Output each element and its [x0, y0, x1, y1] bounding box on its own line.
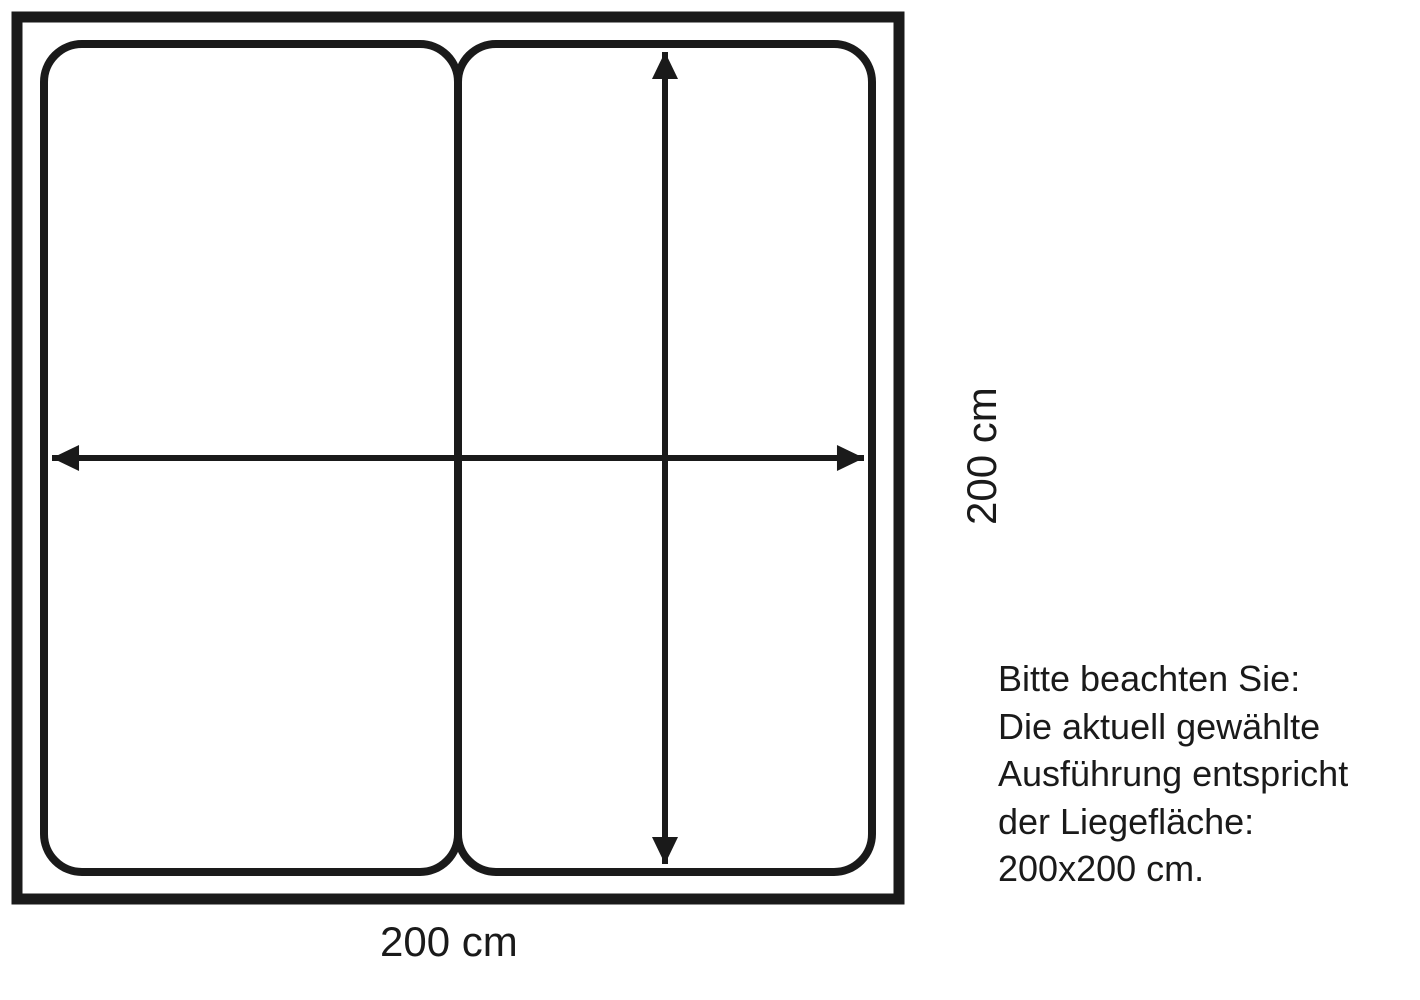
note-line: Die aktuell gewählte — [998, 703, 1348, 751]
note-line: Ausführung entspricht — [998, 750, 1348, 798]
mattress-schematic — [0, 0, 916, 916]
selection-note: Bitte beachten Sie:Die aktuell gewählteA… — [998, 655, 1348, 893]
height-dimension-label: 200 cm — [958, 387, 1006, 525]
note-line: 200x200 cm. — [998, 845, 1348, 893]
width-dimension-label: 200 cm — [380, 918, 518, 966]
note-line: Bitte beachten Sie: — [998, 655, 1348, 703]
diagram-canvas: 200 cm 200 cm Bitte beachten Sie:Die akt… — [0, 0, 1420, 1000]
note-line: der Liegefläche: — [998, 798, 1348, 846]
